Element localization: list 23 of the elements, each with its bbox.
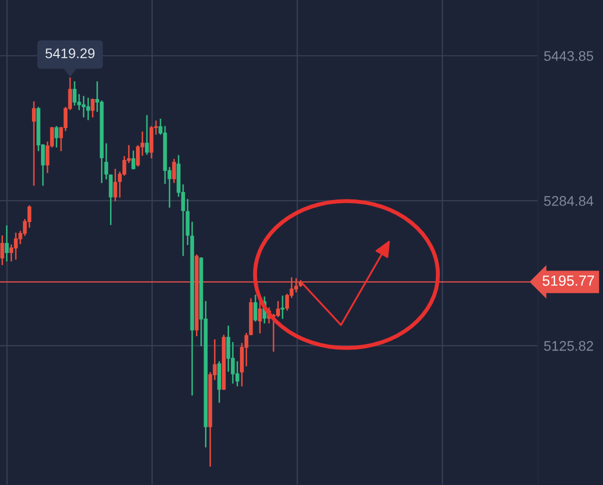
candlestick [32, 101, 36, 186]
candlestick [145, 115, 149, 155]
ref-line-label: 5195.77 [542, 276, 594, 286]
candlestick [172, 158, 176, 184]
candlestick [113, 168, 118, 202]
candlestick [226, 326, 230, 372]
candlestick [4, 225, 9, 262]
y-tick-label: 5284.84 [544, 196, 594, 206]
y-tick-label: 5443.85 [544, 51, 594, 61]
candlestick [235, 361, 240, 386]
candlestick [254, 294, 258, 322]
candlestick [280, 296, 284, 319]
candlestick [258, 301, 262, 334]
candlestick [54, 126, 58, 148]
candlestick [108, 174, 113, 225]
candlestick [276, 301, 280, 318]
candlestick [131, 150, 136, 170]
candlestick [104, 143, 108, 180]
candlestick [90, 98, 95, 118]
candlestick [72, 81, 77, 106]
candlestick [0, 235, 4, 266]
y-tick-label: 5125.82 [544, 341, 594, 351]
annotation: 5419.29 [46, 48, 95, 58]
